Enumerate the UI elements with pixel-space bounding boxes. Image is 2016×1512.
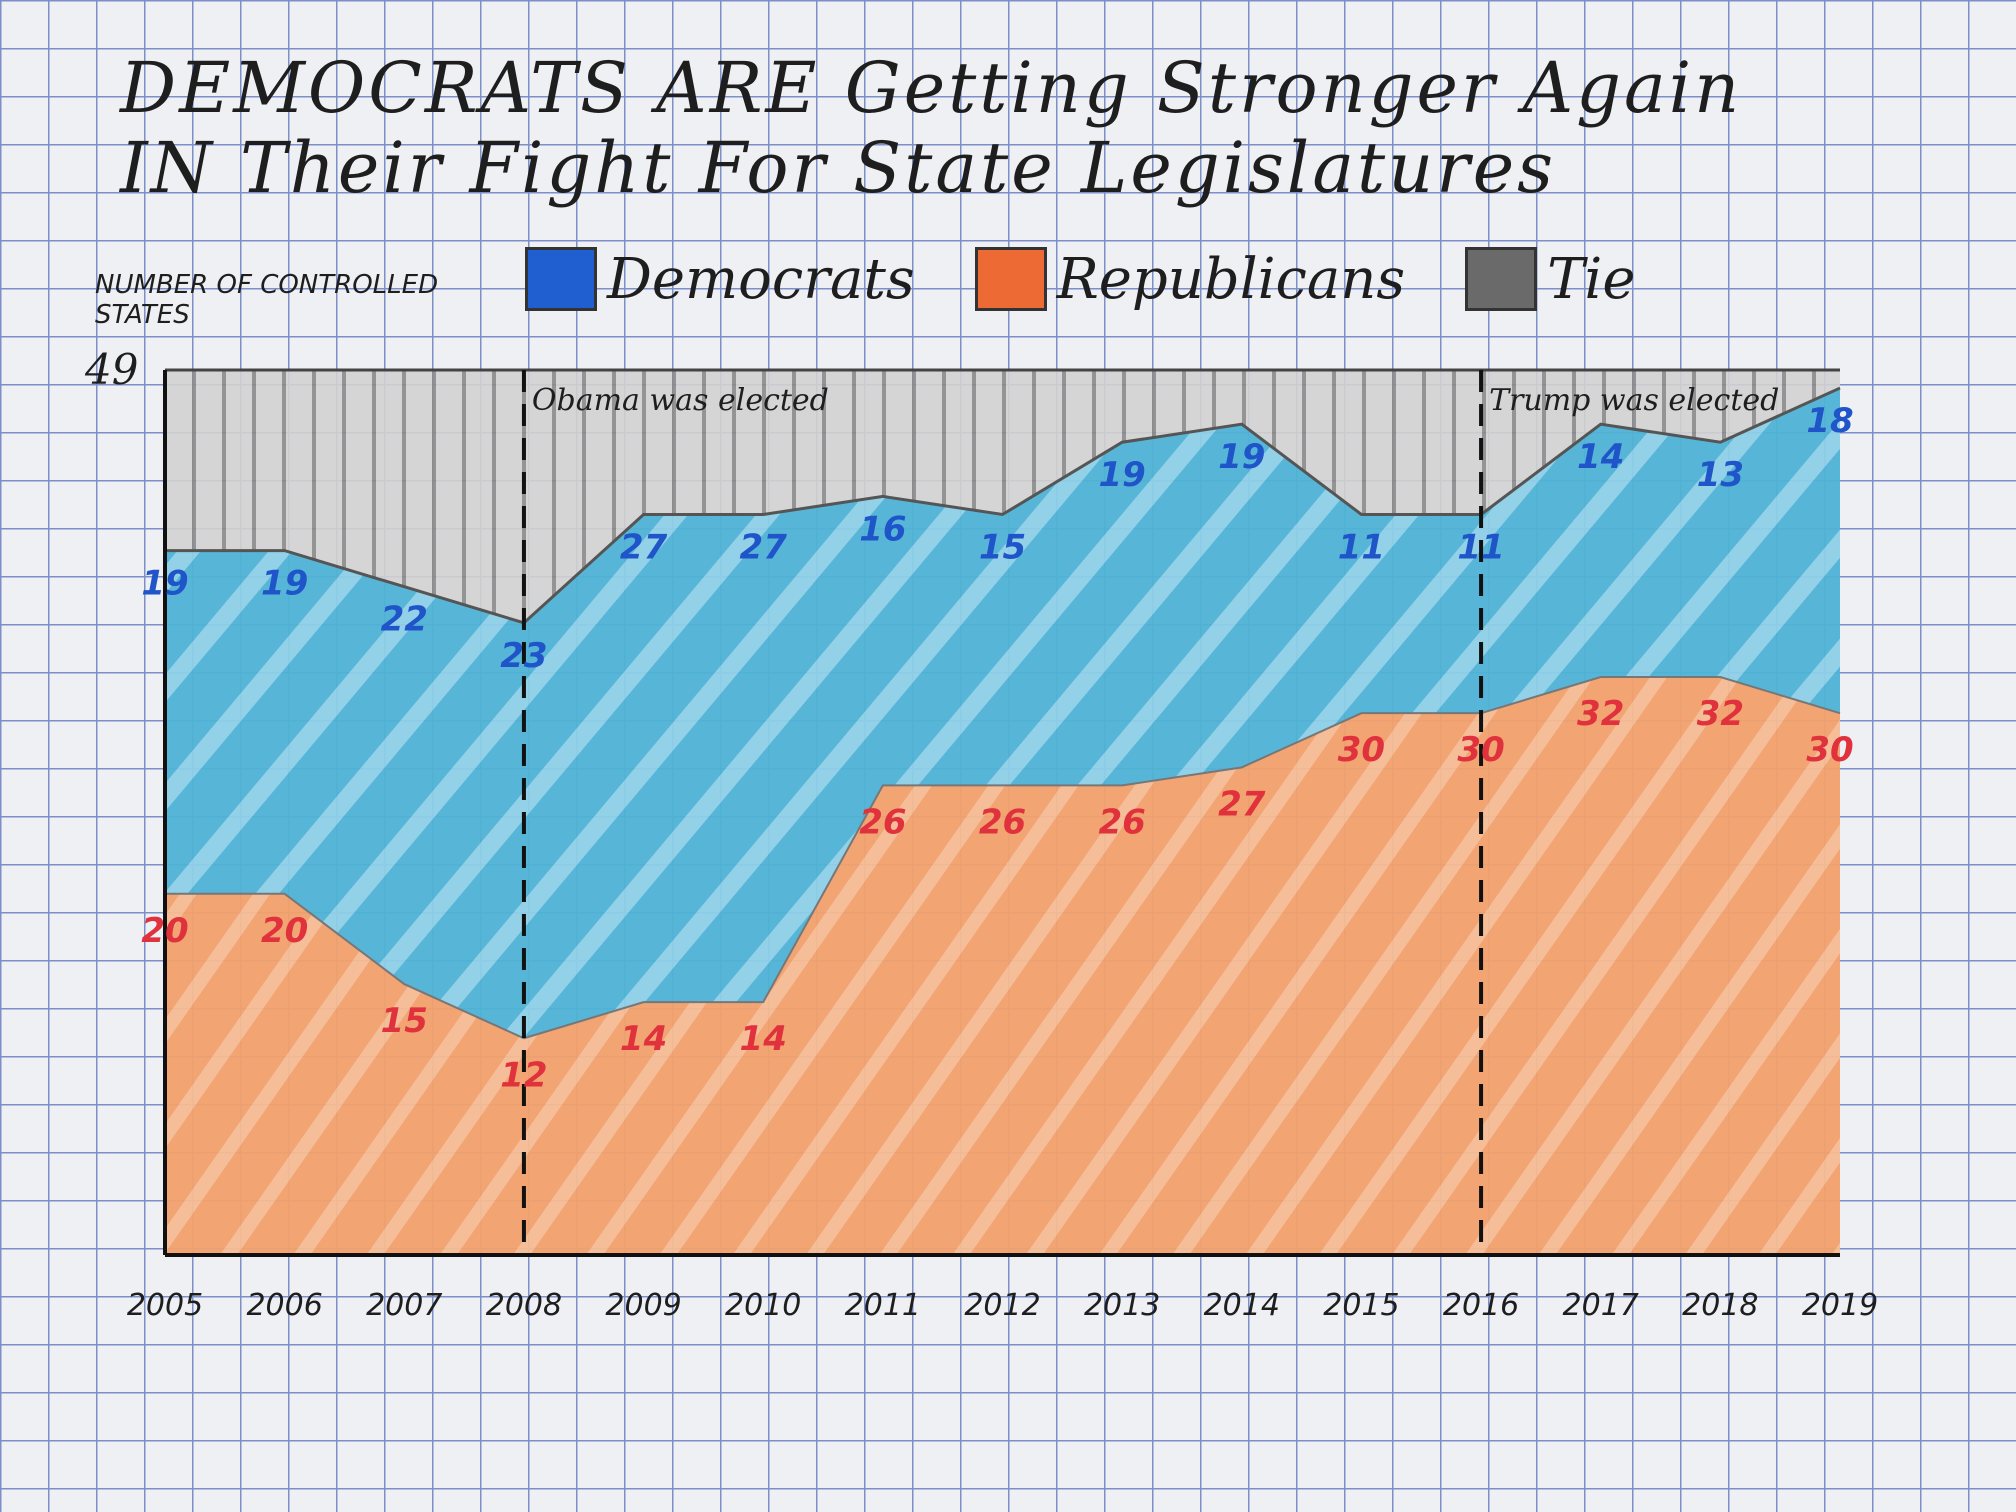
legend-label-democrats: Democrats: [607, 246, 915, 312]
label-democrats: 27: [620, 527, 668, 567]
label-democrats: 13: [1697, 455, 1744, 495]
label-democrats: 18: [1806, 401, 1853, 441]
label-democrats: 22: [381, 600, 428, 640]
label-republicans: 20: [141, 911, 188, 951]
x-tick-label: 2014: [1204, 1288, 1280, 1323]
label-republicans: 26: [859, 802, 906, 842]
label-republicans: 30: [1806, 730, 1853, 770]
label-republicans: 15: [381, 1001, 428, 1041]
area-republicans: [165, 677, 1840, 1255]
y-tick-label: 49: [84, 345, 138, 394]
x-tick-label: 2017: [1563, 1288, 1639, 1323]
x-tick-label: 2016: [1443, 1288, 1519, 1323]
label-republicans: 14: [620, 1019, 667, 1059]
label-republicans: 30: [1338, 730, 1385, 770]
annotation-label: Obama was elected: [532, 383, 829, 418]
label-democrats: 16: [859, 509, 906, 549]
label-republicans: 27: [1218, 784, 1266, 824]
label-republicans: 12: [500, 1055, 547, 1095]
label-democrats: 11: [1457, 527, 1504, 567]
label-republicans: 14: [740, 1019, 787, 1059]
legend-item-tie: Tie: [1465, 247, 1635, 312]
area-tie: [165, 370, 1840, 623]
annotation-label: Trump was elected: [1489, 383, 1779, 418]
legend-item-republicans: Republicans: [974, 246, 1406, 312]
chart-title: DEMOCRATS ARE Getting Stronger Again IN …: [120, 47, 1743, 209]
x-tick-label: 2007: [366, 1288, 442, 1323]
x-tick-label: 2010: [725, 1288, 801, 1323]
label-democrats: 23: [500, 636, 547, 676]
x-tick-label: 2013: [1084, 1288, 1160, 1323]
legend-swatch-democrats: [525, 247, 597, 311]
label-democrats: 14: [1577, 437, 1624, 477]
legend-item-democrats: Democrats: [525, 247, 915, 312]
x-tick-label: 2015: [1323, 1288, 1399, 1323]
label-democrats: 27: [740, 527, 788, 567]
legend-label-tie: Tie: [1547, 246, 1636, 312]
legend-swatch-republicans: [974, 247, 1047, 311]
line-democrats-top: [165, 386, 1841, 625]
x-tick-label: 2019: [1802, 1288, 1878, 1323]
label-republicans: 30: [1457, 730, 1504, 770]
label-republicans: 26: [1098, 802, 1145, 842]
x-tick-label: 2006: [246, 1288, 322, 1323]
label-democrats: 19: [1098, 455, 1145, 495]
legend-label-republicans: Republicans: [1056, 246, 1406, 312]
label-democrats: 15: [979, 527, 1026, 567]
line-republicans-top: [165, 676, 1841, 1040]
label-republicans: 26: [979, 802, 1026, 842]
x-tick-label: 2012: [964, 1288, 1040, 1323]
legend-swatch-tie: [1465, 247, 1538, 311]
label-democrats: 19: [261, 564, 308, 604]
x-tick-label: 2005: [127, 1288, 203, 1323]
label-republicans: 32: [1697, 694, 1744, 734]
x-tick-label: 2009: [605, 1288, 681, 1323]
label-republicans: 20: [261, 911, 308, 951]
legend: Democrats Republicans Tie: [525, 244, 1695, 314]
x-tick-label: 2018: [1682, 1288, 1758, 1323]
x-tick-label: 2011: [845, 1288, 921, 1323]
x-tick-label: 2008: [486, 1288, 562, 1323]
label-democrats: 19: [141, 564, 188, 604]
label-republicans: 32: [1577, 694, 1624, 734]
y-axis-label: NUMBER OF CONTROLLED STATES: [95, 270, 439, 330]
label-democrats: 11: [1338, 527, 1385, 567]
area-democrats: [165, 388, 1840, 1039]
label-democrats: 19: [1218, 437, 1265, 477]
